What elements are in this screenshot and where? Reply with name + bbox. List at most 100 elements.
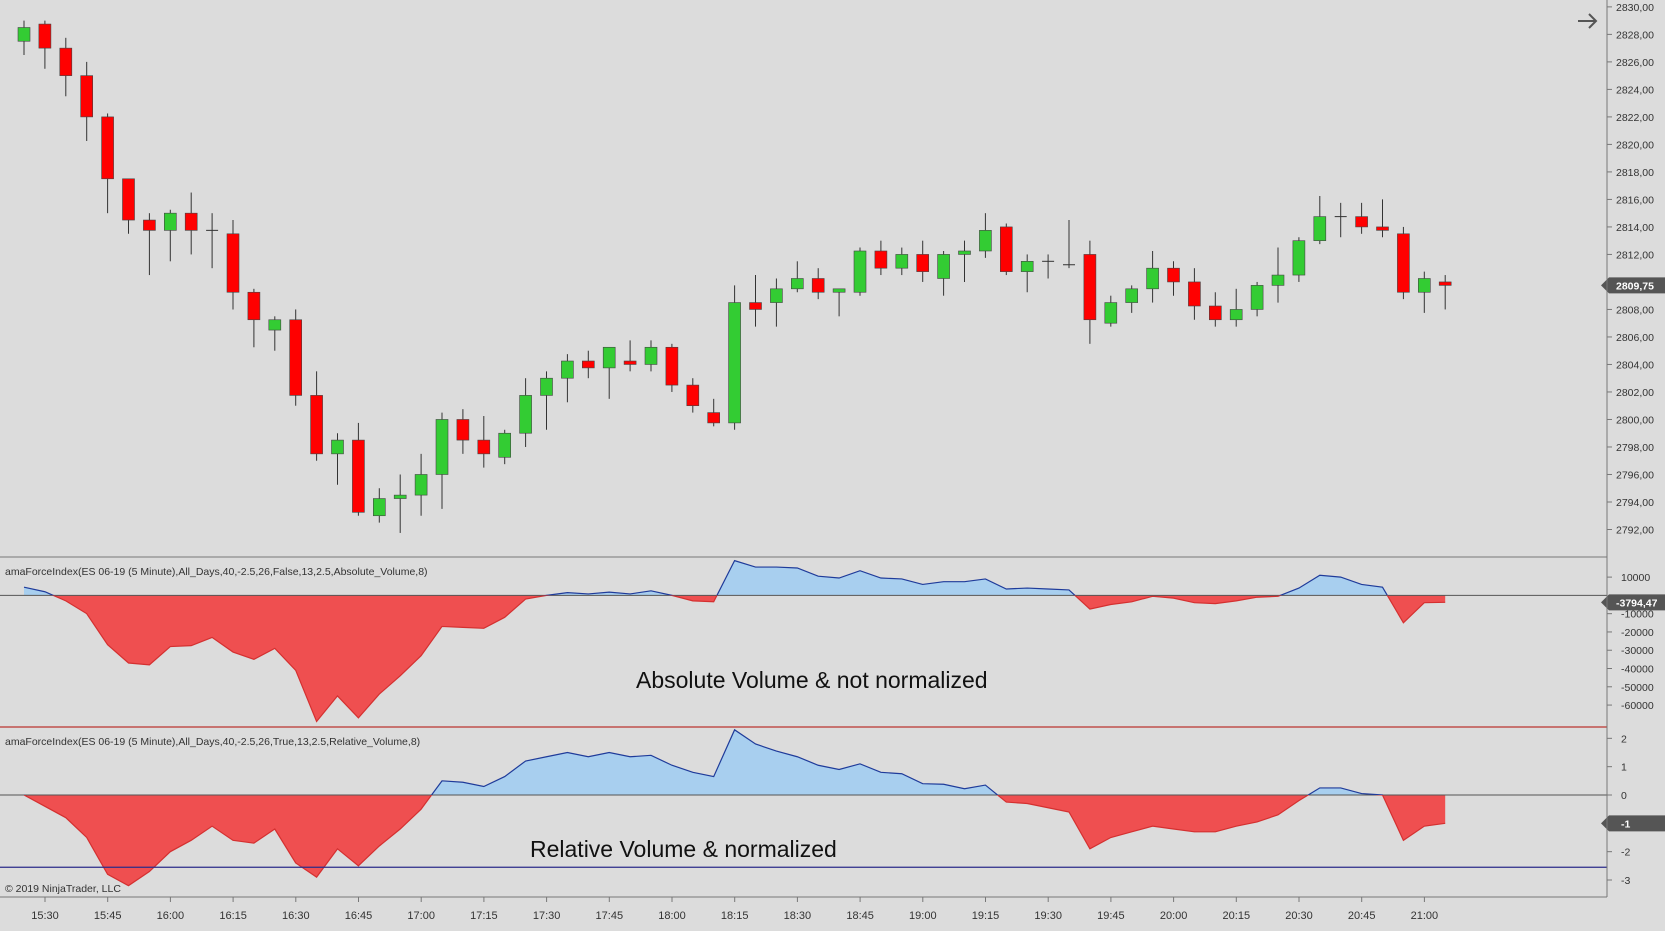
candle-down[interactable] bbox=[1355, 216, 1368, 228]
candle-up[interactable] bbox=[268, 319, 282, 331]
time-tick-label: 19:00 bbox=[909, 910, 937, 922]
candle-down[interactable] bbox=[310, 395, 323, 455]
candle-up[interactable] bbox=[435, 419, 449, 475]
candle-down[interactable] bbox=[1376, 226, 1389, 231]
price-tick-label: 2822,00 bbox=[1616, 112, 1654, 124]
candle-down[interactable] bbox=[101, 116, 114, 180]
time-tick-label: 17:15 bbox=[470, 910, 498, 922]
candle-up[interactable] bbox=[602, 346, 616, 369]
candle-up[interactable] bbox=[1418, 278, 1431, 293]
candle-down[interactable] bbox=[1167, 267, 1180, 283]
candle-up[interactable] bbox=[790, 278, 804, 290]
candle-up[interactable] bbox=[331, 439, 344, 455]
candle-up[interactable] bbox=[895, 254, 909, 269]
candle-down[interactable] bbox=[352, 439, 365, 513]
candle-down[interactable] bbox=[1209, 305, 1222, 321]
candle-up[interactable] bbox=[644, 346, 658, 365]
candle-down[interactable] bbox=[581, 360, 595, 369]
candle-down[interactable] bbox=[623, 360, 637, 365]
candle-down[interactable] bbox=[749, 302, 762, 310]
candle-down[interactable] bbox=[707, 412, 721, 424]
indicator-tick-label: -2 bbox=[1621, 847, 1630, 859]
copyright-text: © 2019 NinjaTrader, LLC bbox=[5, 883, 121, 895]
candle-down[interactable] bbox=[1397, 233, 1410, 293]
candle-up[interactable] bbox=[1146, 267, 1159, 290]
candle-up[interactable] bbox=[937, 254, 950, 279]
indicator-tick-label: 0 bbox=[1621, 790, 1627, 802]
candle-down[interactable] bbox=[226, 233, 240, 293]
candle-down[interactable] bbox=[874, 250, 888, 269]
candle-down[interactable] bbox=[1188, 281, 1201, 307]
price-tick-label: 2802,00 bbox=[1616, 387, 1654, 399]
price-tick-label: 2818,00 bbox=[1616, 167, 1654, 179]
candle-down[interactable] bbox=[38, 23, 52, 49]
candle-down[interactable] bbox=[1438, 281, 1452, 286]
price-tick-label: 2824,00 bbox=[1616, 84, 1654, 96]
force-index-absolute-axis[interactable]: 10000 -10000 -20000 -30000 -40000 -50000 -6000… bbox=[1601, 572, 1665, 712]
price-tick-label: 2828,00 bbox=[1616, 29, 1654, 41]
last-price-label: 2809,75 bbox=[1616, 280, 1654, 292]
price-axis[interactable]: 2830,00 2828,00 2826,00 2824,00 2822,00 2820,… bbox=[1601, 2, 1665, 537]
arrow-right-icon[interactable] bbox=[1578, 13, 1598, 29]
price-tick-label: 2814,00 bbox=[1616, 222, 1654, 234]
candle-up[interactable] bbox=[958, 250, 971, 255]
candle-down[interactable] bbox=[80, 75, 93, 118]
candle-up[interactable] bbox=[728, 302, 741, 424]
candle-down[interactable] bbox=[665, 346, 679, 386]
candle-down[interactable] bbox=[59, 47, 73, 76]
candle-up[interactable] bbox=[519, 395, 532, 434]
force-line bbox=[24, 728, 1384, 795]
candle-down[interactable] bbox=[456, 419, 470, 441]
candle-up[interactable] bbox=[1125, 288, 1138, 303]
candle-up[interactable] bbox=[540, 377, 553, 396]
candle-up[interactable] bbox=[164, 212, 177, 231]
candle-up[interactable] bbox=[1313, 216, 1327, 241]
force-index-relative-panel[interactable] bbox=[0, 728, 1607, 887]
price-panel[interactable] bbox=[17, 20, 1452, 533]
indicator-tick-label: -20000 bbox=[1621, 627, 1654, 639]
candle-down[interactable] bbox=[811, 278, 825, 293]
indicator-1-value-label: -3794,47 bbox=[1616, 597, 1658, 609]
candle-down[interactable] bbox=[122, 178, 135, 221]
force-line-negative bbox=[51, 595, 1446, 723]
candle-down[interactable] bbox=[247, 291, 261, 321]
candle-down[interactable] bbox=[916, 254, 930, 272]
candle-up[interactable] bbox=[1292, 240, 1306, 276]
time-tick-label: 17:30 bbox=[533, 910, 561, 922]
candle-up[interactable] bbox=[1104, 302, 1118, 324]
price-tick-label: 2812,00 bbox=[1616, 249, 1654, 261]
candle-up[interactable] bbox=[414, 474, 428, 496]
price-tick-label: 2798,00 bbox=[1616, 442, 1654, 454]
candle-up[interactable] bbox=[979, 230, 992, 252]
candle-up[interactable] bbox=[393, 494, 407, 499]
candle-down[interactable] bbox=[289, 319, 303, 396]
candle-up[interactable] bbox=[561, 360, 574, 379]
candle-up[interactable] bbox=[832, 288, 846, 293]
time-tick-label: 19:15 bbox=[972, 910, 1000, 922]
candle-up[interactable] bbox=[1020, 261, 1034, 272]
candle-up[interactable] bbox=[1250, 285, 1264, 310]
force-index-relative-axis[interactable]: 210-1-2-3-1 bbox=[1601, 733, 1665, 887]
force-index-absolute-panel[interactable] bbox=[0, 559, 1607, 723]
candle-down[interactable] bbox=[143, 219, 156, 231]
candle-up[interactable] bbox=[1271, 274, 1285, 286]
time-axis[interactable]: 15:30 15:45 16:00 16:15 16:30 16:45 17:00 17:15… bbox=[31, 897, 1438, 922]
candle-down[interactable] bbox=[999, 226, 1013, 272]
time-tick-label: 16:00 bbox=[157, 910, 185, 922]
candle-up[interactable] bbox=[1229, 309, 1243, 321]
candle-down[interactable] bbox=[1083, 254, 1097, 321]
price-tick-label: 2796,00 bbox=[1616, 469, 1654, 481]
candle-down[interactable] bbox=[477, 439, 491, 455]
candle-down[interactable] bbox=[184, 212, 198, 231]
price-tick-label: 2816,00 bbox=[1616, 194, 1654, 206]
positive-area bbox=[24, 560, 1446, 596]
indicator-tick-label: -40000 bbox=[1621, 664, 1654, 676]
candle-up[interactable] bbox=[17, 27, 31, 42]
candle-down[interactable] bbox=[686, 384, 700, 407]
candle-up[interactable] bbox=[498, 432, 512, 458]
time-tick-label: 20:00 bbox=[1160, 910, 1188, 922]
positive-area bbox=[24, 729, 1446, 795]
candle-up[interactable] bbox=[853, 250, 867, 293]
candle-up[interactable] bbox=[770, 288, 783, 303]
candle-up[interactable] bbox=[372, 498, 386, 517]
